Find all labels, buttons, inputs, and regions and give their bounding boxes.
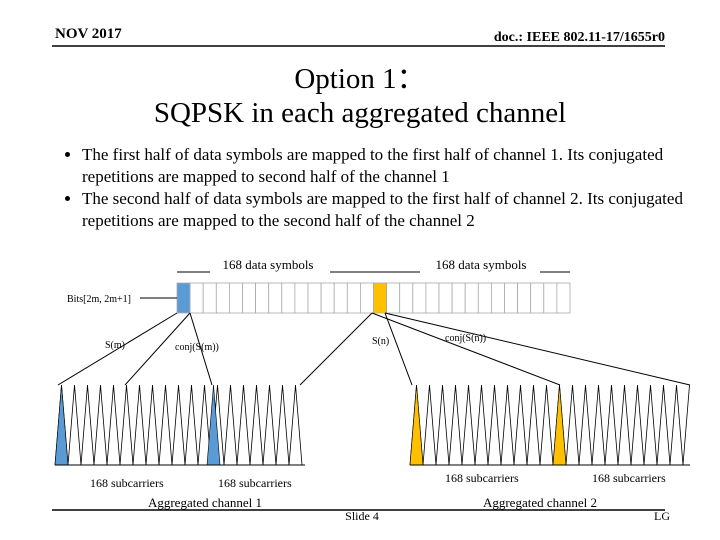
symbol-box (373, 282, 388, 314)
symbol-box (530, 282, 545, 314)
label: 168 subcarriers (90, 476, 164, 490)
symbol-box (438, 282, 453, 314)
symbol-box (346, 282, 361, 314)
header-date: NOV 2017 (55, 26, 122, 42)
footer-org: LG (654, 509, 670, 523)
bullet-list: The first half of data symbols are mappe… (55, 144, 712, 232)
symbol-box (477, 282, 492, 314)
symbol-box (255, 282, 270, 314)
title: Option 1： SQPSK in each aggregated chann… (0, 62, 720, 130)
symbol-box (359, 282, 374, 314)
label: S(m) (105, 340, 125, 351)
label: Aggregated channel 2 (483, 495, 597, 510)
title-line: Option 1： (294, 63, 426, 95)
label: 168 subcarriers (592, 471, 666, 485)
symbol-box (504, 282, 519, 314)
symbol-box (556, 282, 571, 314)
symbol-box (425, 282, 440, 314)
symbol-box (176, 282, 191, 314)
bullet: The first half of data symbols are mappe… (82, 144, 712, 188)
label: conj(S(n)) (445, 333, 486, 344)
label: 168 data symbols (436, 257, 527, 272)
symbol-box (464, 282, 479, 314)
symbol-box (189, 282, 204, 314)
bullet: The second half of data symbols are mapp… (82, 188, 712, 232)
symbol-box (320, 282, 335, 314)
subcarrier-highlight (206, 384, 221, 466)
connectors (57, 271, 691, 386)
symbol-box (333, 282, 348, 314)
symbol-box (451, 282, 466, 314)
label: 168 data symbols (223, 257, 314, 272)
subcarrier-wave (54, 384, 303, 466)
label: conj(S(m)) (175, 342, 219, 353)
title-line: SQPSK in each aggregated channel (153, 97, 567, 129)
footer-slide: Slide 4 (345, 509, 379, 523)
symbol-box (281, 282, 296, 314)
symbol-box (490, 282, 505, 314)
symbol-box (412, 282, 427, 314)
subcarrier-wave (409, 384, 690, 466)
symbol-box (307, 282, 322, 314)
subcarrier-highlight (54, 384, 69, 466)
label: Aggregated channel 1 (148, 495, 262, 510)
label: 168 subcarriers (218, 476, 292, 490)
symbol-box (399, 282, 414, 314)
symbol-box (202, 282, 217, 314)
label: 168 subcarriers (445, 471, 519, 485)
label: Bits[2m, 2m+1] (67, 294, 131, 305)
header-doc: doc.: IEEE 802.11-17/1655r0 (493, 30, 665, 45)
symbol-box (543, 282, 558, 314)
symbol-box (215, 282, 230, 314)
subcarrier-highlight (409, 384, 424, 466)
spectra (54, 384, 690, 466)
symbol-box (268, 282, 283, 314)
symbol-box (517, 282, 532, 314)
symbol-row (176, 282, 571, 314)
label: S(n) (372, 336, 389, 347)
symbol-box (386, 282, 401, 314)
symbol-box (294, 282, 309, 314)
subcarrier-highlight (552, 384, 567, 466)
symbol-box (228, 282, 243, 314)
symbol-box (242, 282, 257, 314)
